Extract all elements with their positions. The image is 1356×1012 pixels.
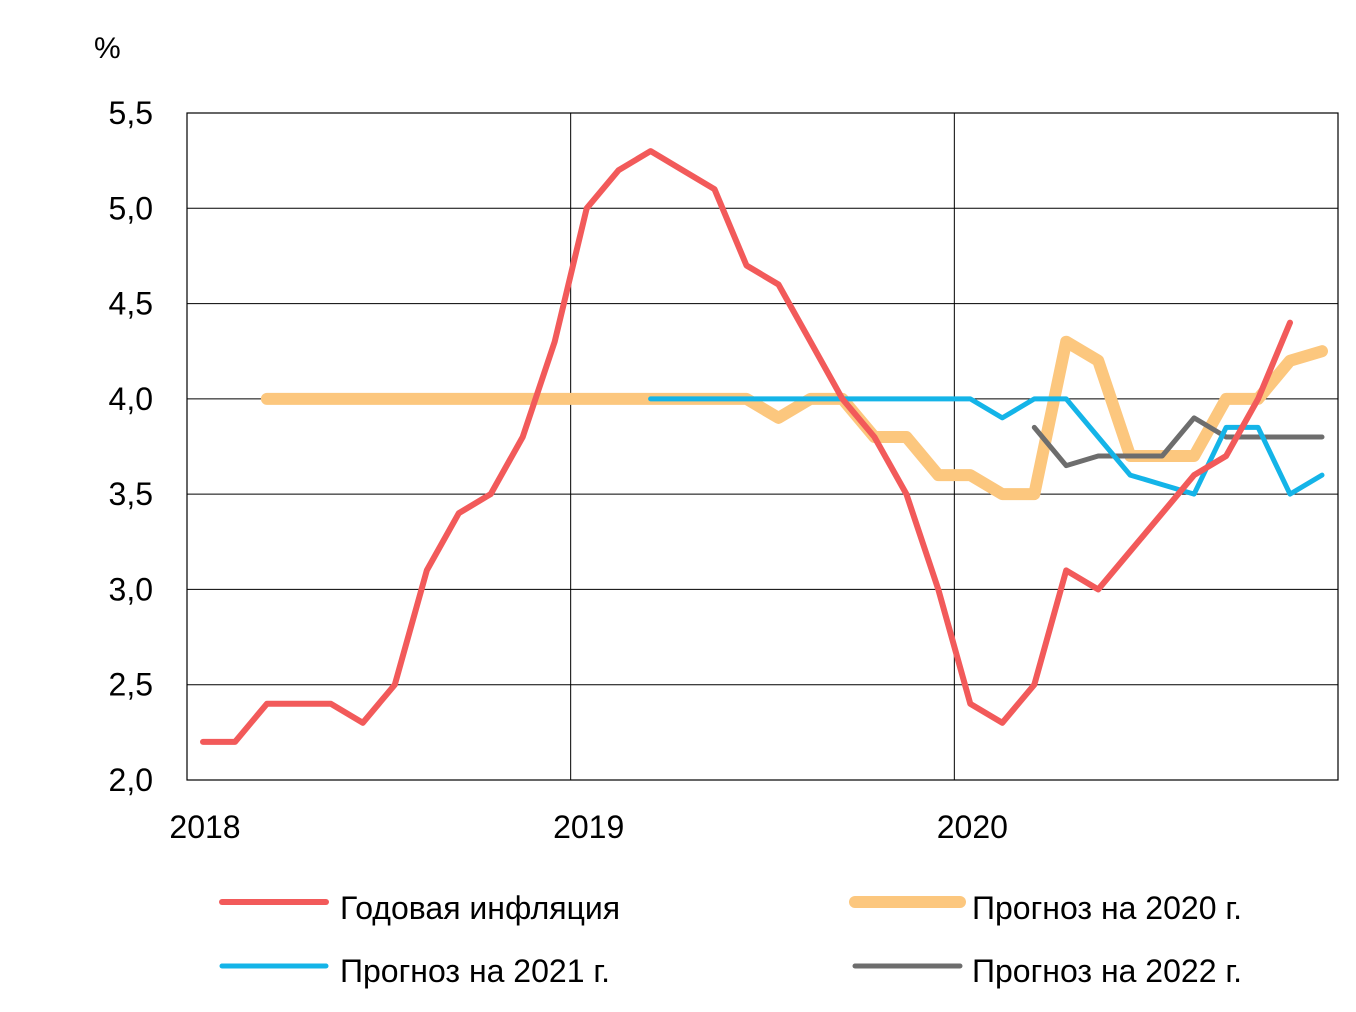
legend: Годовая инфляция Прогноз на 2020 г. Прогно…: [219, 890, 1242, 989]
legend-label: Годовая инфляция: [340, 890, 620, 926]
plot-frame: [186, 112, 1339, 781]
y-axis-ticks: 2,0 2,5 3,0 3,5 4,0 4,5 5,0 5,5: [109, 95, 153, 798]
y-tick-label: 3,5: [109, 476, 153, 512]
series-forecast-2021-line: [648, 396, 1325, 497]
y-tick-label: 4,0: [109, 381, 153, 417]
series-inflation-line: [200, 148, 1293, 745]
legend-item-forecast-2020: Прогноз на 2020 г.: [849, 890, 1242, 926]
x-tick-label: 2020: [937, 809, 1008, 845]
legend-label: Прогноз на 2021 г.: [340, 953, 610, 989]
legend-label: Прогноз на 2022 г.: [972, 953, 1242, 989]
legend-item-forecast-2021: Прогноз на 2021 г.: [219, 953, 610, 989]
plot-area-border: [186, 112, 1339, 781]
y-unit-label: %: [94, 32, 121, 65]
y-tick-label: 5,5: [109, 95, 153, 131]
y-tick-label: 2,0: [109, 762, 153, 798]
x-tick-label: 2018: [169, 809, 240, 845]
series-layer: [200, 148, 1328, 745]
legend-label: Прогноз на 2020 г.: [972, 890, 1242, 926]
legend-item-forecast-2022: Прогноз на 2022 г.: [852, 953, 1242, 989]
x-axis-ticks: 2018 2019 2020: [169, 809, 1008, 845]
legend-item-inflation: Годовая инфляция: [219, 890, 620, 926]
series-forecast-2022-line: [1031, 415, 1325, 469]
y-tick-label: 2,5: [109, 667, 153, 703]
x-tick-label: 2019: [553, 809, 624, 845]
y-tick-label: 3,0: [109, 571, 153, 607]
y-tick-label: 5,0: [109, 190, 153, 226]
y-tick-label: 4,5: [109, 286, 153, 322]
